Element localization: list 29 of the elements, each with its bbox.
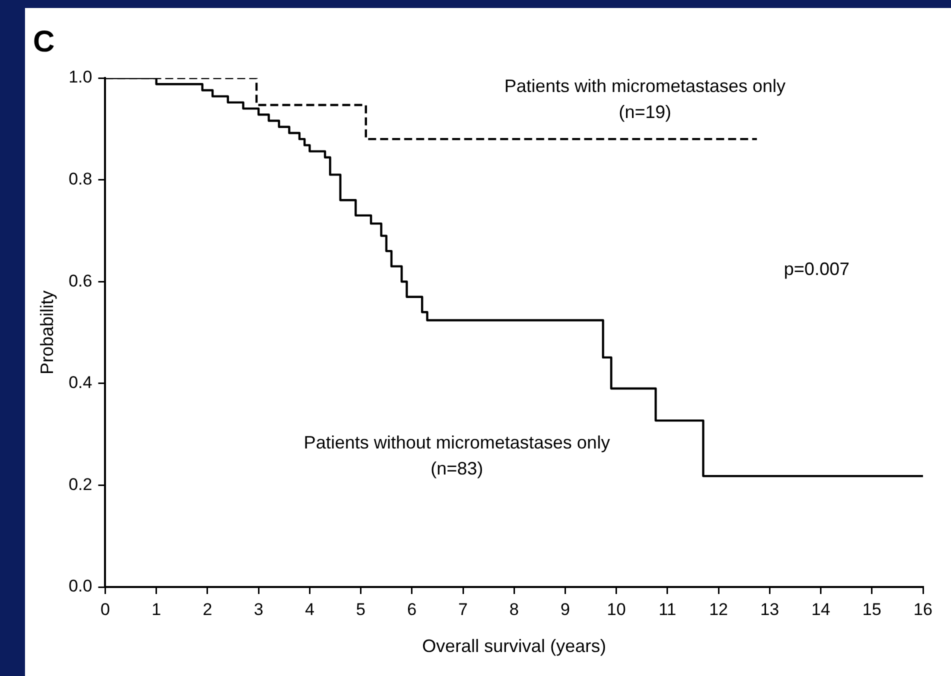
y-tick-label: 0.0: [68, 576, 92, 596]
y-tick-label: 0.8: [68, 169, 92, 188]
x-tick-label: 10: [606, 600, 626, 619]
text: Patients without micrometastases only (n=83): [304, 432, 610, 478]
x-tick-label: 6: [407, 600, 417, 619]
y-tick-label: 0.6: [68, 271, 92, 290]
x-tick-label: 13: [760, 600, 780, 619]
y-tick-label: 1.0: [68, 68, 92, 87]
x-axis-title: Overall survival (years): [422, 636, 606, 656]
series-label: Patients with micrometastases only (n=19): [504, 76, 786, 122]
x-tick-label: 7: [458, 600, 468, 619]
x-tick-label: 3: [254, 600, 264, 619]
x-tick-label: 15: [862, 600, 882, 619]
x-tick-label: 12: [709, 600, 728, 619]
x-tick-label: 5: [356, 600, 366, 619]
x-tick-label: 8: [509, 600, 519, 619]
y-tick-label: 0.4: [68, 373, 92, 392]
x-tick-label: 9: [560, 600, 570, 619]
y-tick-label: 0.2: [68, 474, 92, 494]
annotation: p=0.007: [784, 259, 850, 280]
x-tick-label: 11: [658, 600, 676, 619]
x-tick-label: 0: [100, 600, 110, 619]
x-tick-label: 4: [304, 600, 314, 619]
x-tick-label: 1: [152, 600, 162, 619]
x-tick-label: 16: [914, 600, 932, 619]
text: C: [33, 25, 55, 58]
x-tick-label: 2: [202, 600, 212, 619]
y-axis-title: Probability: [36, 290, 57, 375]
x-tick-label: 14: [811, 600, 830, 619]
